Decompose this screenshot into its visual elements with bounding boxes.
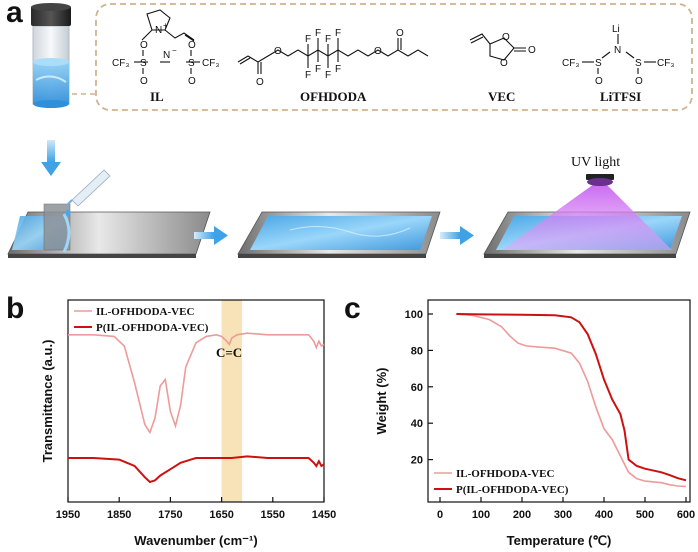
chart-b-series-2-line — [68, 455, 325, 484]
il-o-3: O — [188, 40, 196, 51]
chart-c-series-2-line — [456, 313, 687, 482]
ofhdoda-f-3: F — [315, 28, 321, 39]
il-cf3-left: CF₃ — [112, 58, 129, 69]
chart-c-series-1-line — [456, 313, 687, 488]
chart-b-annotation: C=C — [216, 345, 242, 360]
ofhdoda-o-3: O — [374, 46, 382, 57]
vec-o-3: O — [528, 45, 536, 56]
il-o-2: O — [140, 76, 148, 87]
chem-name-il: IL — [150, 89, 164, 104]
chart-c-frame — [427, 299, 691, 503]
ofhdoda-o-4: O — [396, 28, 404, 39]
uv-light-label: UV light — [571, 155, 620, 170]
chart-b-series-1-line — [68, 332, 325, 435]
chem-name-ofhdoda: OFHDODA — [300, 89, 367, 104]
plate-uv — [483, 184, 691, 258]
litfsi-structure — [582, 34, 656, 74]
chart-b: 1950 1850 1750 1650 1550 1450 C=C IL-OFHDODA-… — [40, 299, 336, 548]
chart-c-ytick-label-3: 80 — [411, 345, 423, 357]
chart-c-xtick-label-1: 100 — [472, 509, 490, 521]
chart-c-xtick-label-5: 500 — [636, 509, 654, 521]
pipette — [65, 169, 111, 217]
ofhdoda-f-5: F — [325, 34, 331, 45]
chart-c-xtick-label-6: 600 — [677, 509, 695, 521]
arrow-down — [41, 140, 61, 176]
uv-lamp — [586, 174, 614, 186]
il-o-4: O — [188, 76, 196, 87]
chart-c-xtick-label-2: 200 — [513, 509, 531, 521]
panel-letter-a: a — [6, 0, 23, 29]
chem-name-vec: VEC — [488, 89, 515, 104]
chart-c-xtick-label-4: 400 — [595, 509, 613, 521]
ofhdoda-structure — [237, 38, 429, 74]
ofhdoda-f-1: F — [305, 34, 311, 45]
il-cf3-right: CF₃ — [202, 58, 219, 69]
uv-beam — [502, 184, 672, 250]
arrow-right-1 — [194, 226, 228, 245]
chart-c-ytick-label-2: 60 — [411, 382, 423, 394]
chemical-structures-box — [95, 3, 693, 111]
ofhdoda-f-6: F — [325, 70, 331, 81]
chart-c-ylabel: Weight (%) — [374, 368, 389, 435]
chart-b-ylabel: Transmittance (a.u.) — [40, 340, 55, 463]
chart-c-ytick-label-1: 40 — [411, 418, 423, 430]
chart-b-xtick-label-3: 1650 — [209, 509, 233, 521]
vec-o-2: O — [500, 58, 508, 69]
il-minus-sign: − — [172, 46, 177, 55]
litfsi-cf3-left: CF₃ — [562, 58, 579, 69]
il-n-plus: N — [155, 25, 162, 36]
vial — [31, 3, 71, 108]
litfsi-o-1: O — [595, 76, 603, 87]
il-structure — [134, 9, 200, 74]
chart-b-legend-label-2: P(IL-OFHDODA-VEC) — [96, 322, 209, 334]
ofhdoda-f-8: F — [335, 64, 341, 75]
il-n-minus: N — [163, 50, 170, 61]
chart-b-highlight-band — [221, 300, 243, 502]
plate-casting — [7, 203, 211, 258]
litfsi-cf3-right: CF₃ — [657, 58, 674, 69]
ofhdoda-o-1: O — [256, 77, 264, 88]
panel-letter-b: b — [6, 292, 25, 325]
ofhdoda-f-4: F — [315, 64, 321, 75]
litfsi-o-2: O — [635, 76, 643, 87]
litfsi-n: N — [614, 45, 621, 56]
ofhdoda-f-7: F — [335, 28, 341, 39]
chart-b-xlabel: Wavenumber (cm⁻¹) — [134, 533, 257, 548]
chart-b-xtick-label-4: 1550 — [261, 509, 285, 521]
il-s-left: S — [140, 58, 147, 69]
il-plus-sign: + — [163, 21, 168, 30]
chart-c-legend-label-1: IL-OFHDODA-VEC — [456, 468, 554, 480]
chart-b-xtick-label-5: 1450 — [312, 509, 336, 521]
chem-name-litfsi: LiTFSI — [600, 89, 641, 104]
chart-c-xtick-label-0: 0 — [437, 509, 443, 521]
arrow-right-2 — [440, 226, 474, 245]
ofhdoda-f-2: F — [305, 70, 311, 81]
il-s-right: S — [188, 58, 195, 69]
chart-b-xtick-label-0: 1950 — [56, 509, 80, 521]
ofhdoda-o-2: O — [274, 46, 282, 57]
litfsi-s-left: S — [595, 58, 602, 69]
chart-b-xtick-label-2: 1750 — [158, 509, 182, 521]
litfsi-li: Li — [612, 24, 620, 35]
il-o-1: O — [140, 40, 148, 51]
vec-structure — [469, 33, 526, 61]
panel-letter-c: c — [344, 292, 361, 325]
chart-b-xtick-label-1: 1850 — [107, 509, 131, 521]
chart-c-legend-label-2: P(IL-OFHDODA-VEC) — [456, 484, 569, 496]
chart-c: 0 100 200 300 400 500 600 20 40 60 80 100 IL-OFHDOD… — [374, 299, 695, 548]
vec-o-1: O — [502, 32, 510, 43]
plate-film — [237, 211, 441, 258]
chart-c-xtick-label-3: 300 — [554, 509, 572, 521]
chart-c-ytick-label-4: 100 — [405, 309, 423, 321]
chart-c-ytick-label-0: 20 — [411, 455, 423, 467]
chart-b-frame — [67, 299, 325, 503]
chart-b-legend-label-1: IL-OFHDODA-VEC — [96, 306, 194, 318]
chart-c-xlabel: Temperature (℃) — [507, 533, 612, 548]
litfsi-s-right: S — [635, 58, 642, 69]
